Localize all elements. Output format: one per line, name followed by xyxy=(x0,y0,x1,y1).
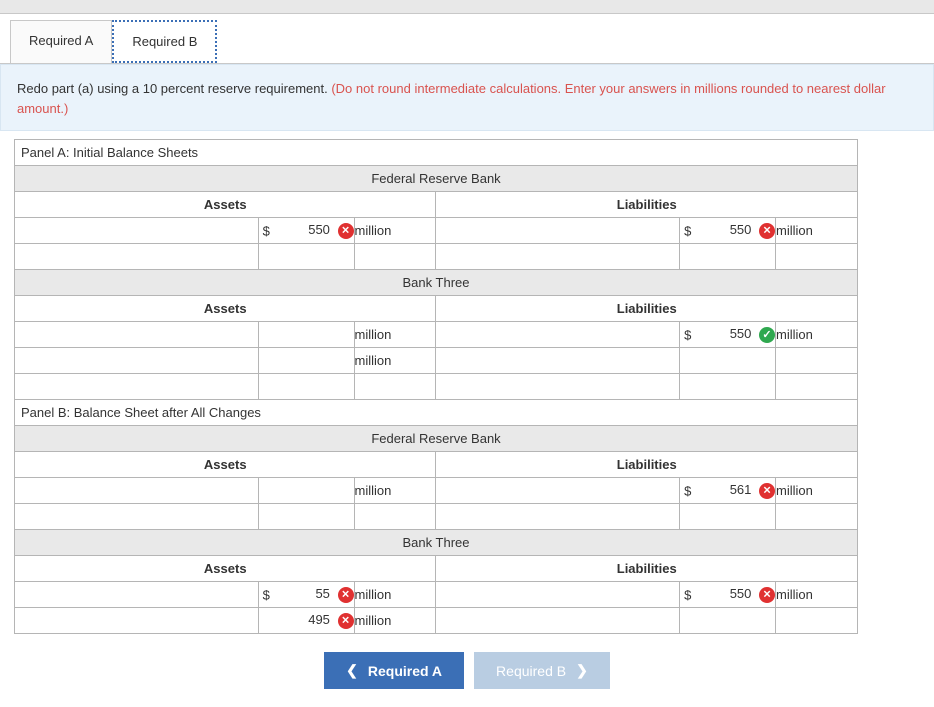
liab-amount-b-bt-1[interactable]: $ 550 xyxy=(680,582,776,608)
unit: million xyxy=(776,582,858,608)
empty-row xyxy=(15,244,858,270)
panel-b-title: Panel B: Balance Sheet after All Changes xyxy=(15,400,858,426)
assets-head-b-bt: Assets xyxy=(15,556,436,582)
empty-row xyxy=(15,374,858,400)
dollar-sign: $ xyxy=(263,223,270,238)
empty-row xyxy=(15,504,858,530)
asset-amount-a-bt-2[interactable] xyxy=(258,348,354,374)
chevron-left-icon: ❮ xyxy=(346,662,358,679)
unit xyxy=(776,608,858,634)
next-button[interactable]: Required B ❯ xyxy=(474,652,610,689)
balance-sheet-table: Panel A: Initial Balance Sheets Federal … xyxy=(14,139,858,634)
unit xyxy=(776,348,858,374)
table-row: million xyxy=(15,348,858,374)
table-row: million $ 561 million xyxy=(15,478,858,504)
liab-amount-a-frb-1[interactable]: $ 550 xyxy=(680,218,776,244)
dollar-sign: $ xyxy=(684,483,691,498)
asset-label-b-frb-1[interactable] xyxy=(15,478,259,504)
liab-head-a-bt: Liabilities xyxy=(436,296,858,322)
liab-head-a-frb: Liabilities xyxy=(436,192,858,218)
asset-label-a-bt-2[interactable] xyxy=(15,348,259,374)
incorrect-icon xyxy=(338,587,354,603)
dollar-sign: $ xyxy=(684,327,691,342)
tabs-container: Required A Required B xyxy=(0,14,934,64)
asset-label-a-bt-1[interactable] xyxy=(15,322,259,348)
frb-title-a: Federal Reserve Bank xyxy=(15,166,858,192)
unit: million xyxy=(354,218,436,244)
asset-label-b-bt-2[interactable] xyxy=(15,608,259,634)
table-row: $ 550 million $ 550 million xyxy=(15,218,858,244)
incorrect-icon xyxy=(338,613,354,629)
assets-head-a-frb: Assets xyxy=(15,192,436,218)
bt-title-b: Bank Three xyxy=(15,530,858,556)
table-row: $ 55 million $ 550 million xyxy=(15,582,858,608)
frb-title-b: Federal Reserve Bank xyxy=(15,426,858,452)
liab-label-a-bt-1[interactable] xyxy=(436,322,680,348)
assets-head-b-frb: Assets xyxy=(15,452,436,478)
incorrect-icon xyxy=(759,483,775,499)
incorrect-icon xyxy=(338,223,354,239)
value: 561 xyxy=(730,482,754,497)
liab-label-b-bt-1[interactable] xyxy=(436,582,680,608)
chevron-right-icon: ❯ xyxy=(576,662,588,679)
asset-amount-b-bt-1[interactable]: $ 55 xyxy=(258,582,354,608)
assets-head-a-bt: Assets xyxy=(15,296,436,322)
liab-amount-a-bt-2[interactable] xyxy=(680,348,776,374)
asset-label-b-bt-1[interactable] xyxy=(15,582,259,608)
incorrect-icon xyxy=(759,223,775,239)
correct-icon xyxy=(759,327,775,343)
bt-title-a: Bank Three xyxy=(15,270,858,296)
unit: million xyxy=(354,322,436,348)
value: 550 xyxy=(730,326,754,341)
unit: million xyxy=(776,218,858,244)
instruction-text: Redo part (a) using a 10 percent reserve… xyxy=(17,81,331,96)
asset-amount-a-frb-1[interactable]: $ 550 xyxy=(258,218,354,244)
panel-a-title: Panel A: Initial Balance Sheets xyxy=(15,140,858,166)
liab-amount-a-bt-1[interactable]: $ 550 xyxy=(680,322,776,348)
value: 550 xyxy=(730,222,754,237)
liab-amount-b-frb-1[interactable]: $ 561 xyxy=(680,478,776,504)
unit: million xyxy=(776,322,858,348)
asset-amount-b-frb-1[interactable] xyxy=(258,478,354,504)
liab-label-a-bt-2[interactable] xyxy=(436,348,680,374)
value: 550 xyxy=(730,586,754,601)
incorrect-icon xyxy=(759,587,775,603)
unit: million xyxy=(354,478,436,504)
dollar-sign: $ xyxy=(263,587,270,602)
liab-label-b-bt-2[interactable] xyxy=(436,608,680,634)
unit: million xyxy=(776,478,858,504)
dollar-sign: $ xyxy=(684,587,691,602)
asset-amount-a-bt-1[interactable] xyxy=(258,322,354,348)
top-gray-bar xyxy=(0,0,934,14)
dollar-sign: $ xyxy=(684,223,691,238)
value: 550 xyxy=(308,222,332,237)
unit: million xyxy=(354,608,436,634)
unit: million xyxy=(354,582,436,608)
prev-label: Required A xyxy=(368,663,442,679)
asset-amount-b-bt-2[interactable]: 495 xyxy=(258,608,354,634)
table-row: 495 million xyxy=(15,608,858,634)
prev-button[interactable]: ❮ Required A xyxy=(324,652,464,689)
value: 495 xyxy=(308,612,332,627)
tab-required-b[interactable]: Required B xyxy=(112,20,217,63)
value: 55 xyxy=(315,586,331,601)
nav-buttons: ❮ Required A Required B ❯ xyxy=(0,634,934,707)
next-label: Required B xyxy=(496,663,566,679)
unit: million xyxy=(354,348,436,374)
liab-label-b-frb-1[interactable] xyxy=(436,478,680,504)
liab-amount-b-bt-2[interactable] xyxy=(680,608,776,634)
instruction-box: Redo part (a) using a 10 percent reserve… xyxy=(0,64,934,131)
liab-head-b-frb: Liabilities xyxy=(436,452,858,478)
liab-label-a-frb-1[interactable] xyxy=(436,218,680,244)
tab-required-a[interactable]: Required A xyxy=(10,20,112,63)
table-row: million $ 550 million xyxy=(15,322,858,348)
liab-head-b-bt: Liabilities xyxy=(436,556,858,582)
asset-label-a-frb-1[interactable] xyxy=(15,218,259,244)
